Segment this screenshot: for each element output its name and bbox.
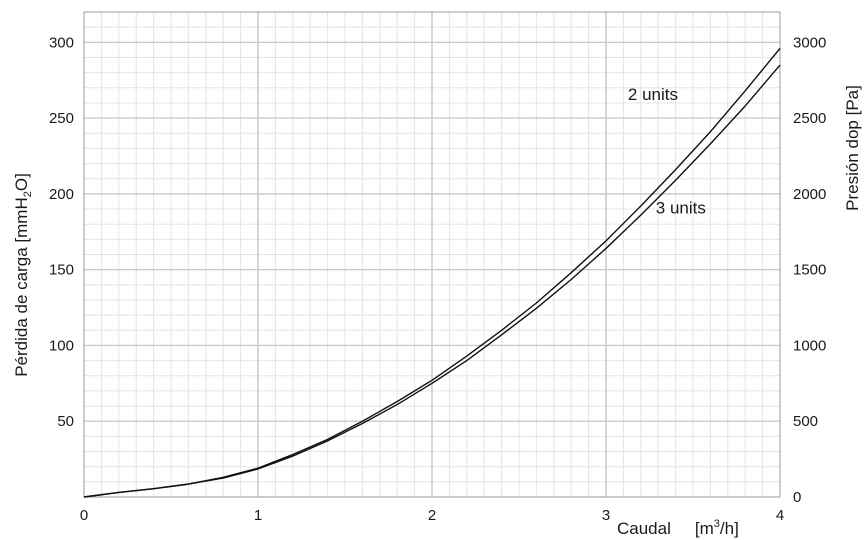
- major-gridlines: [84, 12, 780, 497]
- plot-frame: [83, 11, 781, 498]
- left-y-tick-label: 300: [49, 34, 74, 51]
- x-axis-title: Caudal [m3/h]: [617, 518, 739, 538]
- series-lines: [83, 47, 781, 498]
- series-line-3-units: [83, 64, 781, 498]
- x-tick-label: 1: [254, 507, 262, 524]
- series-labels: 2 units 3 units: [628, 85, 706, 218]
- left-y-tick-label: 250: [49, 110, 74, 127]
- x-tick-labels: 0 1 2 3 4: [80, 507, 784, 524]
- left-y-tick-label: 100: [49, 337, 74, 354]
- right-y-tick-label: 500: [793, 413, 818, 430]
- minor-gridlines: [84, 12, 780, 497]
- y-axis-right-title: Presión dop [Pa]: [843, 85, 862, 211]
- right-y-tick-label: 1500: [793, 262, 826, 279]
- right-y-tick-label: 2500: [793, 110, 826, 127]
- right-y-tick-label: 0: [793, 489, 801, 506]
- series-label-3-units: 3 units: [656, 199, 706, 218]
- left-y-tick-label: 50: [57, 413, 74, 430]
- right-y-tick-label: 3000: [793, 34, 826, 51]
- right-y-tick-labels: 0 500 1000 1500 2000 2500 3000: [793, 34, 826, 506]
- x-tick-label: 2: [428, 507, 436, 524]
- right-y-tick-label: 1000: [793, 337, 826, 354]
- left-y-tick-labels: 50 100 150 200 250 300: [49, 34, 74, 430]
- right-y-tick-label: 2000: [793, 186, 826, 203]
- x-tick-label: 4: [776, 507, 784, 524]
- left-y-tick-label: 150: [49, 262, 74, 279]
- y-axis-left-title: Pérdida de carga [mmH2O]: [12, 173, 34, 377]
- left-y-tick-label: 200: [49, 186, 74, 203]
- series-label-2-units: 2 units: [628, 85, 678, 104]
- x-tick-label: 0: [80, 507, 88, 524]
- x-tick-label: 3: [602, 507, 610, 524]
